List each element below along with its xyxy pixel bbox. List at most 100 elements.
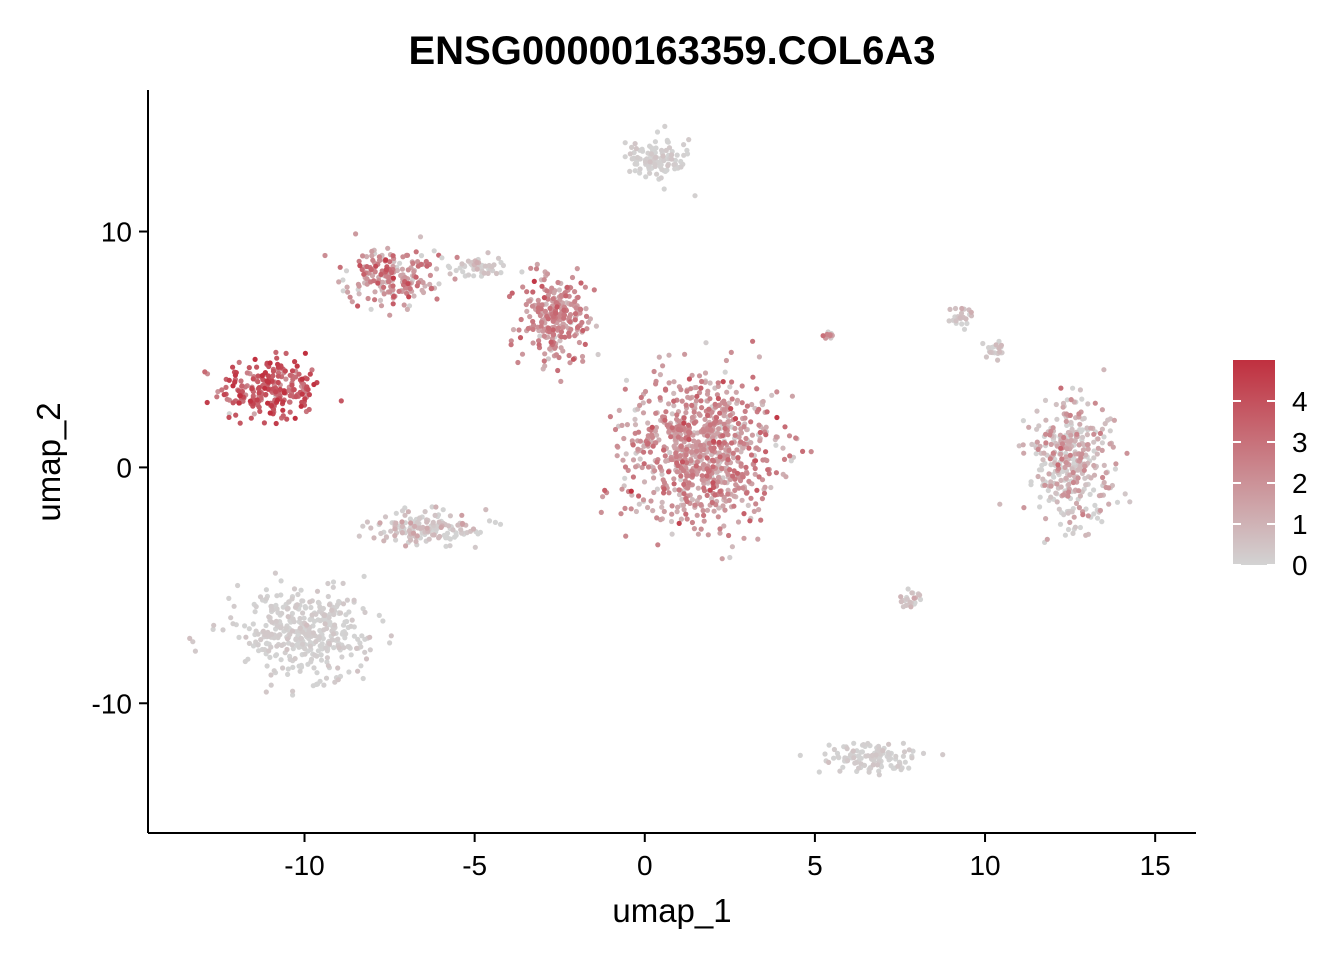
data-point <box>641 479 648 485</box>
data-point <box>757 438 763 444</box>
data-point <box>920 750 927 757</box>
data-point <box>518 316 524 323</box>
data-point <box>220 627 226 633</box>
data-point <box>285 671 291 678</box>
data-point <box>391 293 397 300</box>
data-point <box>295 591 301 598</box>
data-point <box>987 349 993 355</box>
data-point <box>541 358 547 364</box>
data-point <box>308 656 315 663</box>
data-point <box>508 342 514 348</box>
data-point <box>1084 425 1090 431</box>
data-point <box>322 621 328 627</box>
data-point <box>358 644 364 650</box>
data-point <box>1083 452 1089 458</box>
data-point <box>764 457 770 464</box>
data-point <box>755 536 761 542</box>
data-point <box>874 762 881 768</box>
data-point <box>1101 367 1107 373</box>
data-point <box>1113 461 1119 467</box>
data-point <box>536 342 542 348</box>
data-point <box>1106 501 1112 507</box>
data-point <box>228 615 234 621</box>
data-point <box>356 291 362 297</box>
data-point <box>307 371 313 377</box>
data-point <box>335 677 341 683</box>
data-point <box>693 384 699 391</box>
data-point <box>1091 439 1097 445</box>
data-point <box>272 570 278 576</box>
data-point <box>616 407 622 413</box>
data-point <box>730 450 736 456</box>
data-point <box>265 629 271 636</box>
data-point <box>707 380 713 386</box>
data-point <box>326 602 333 608</box>
data-point <box>674 416 680 422</box>
data-point <box>1035 446 1041 452</box>
data-point <box>685 484 691 491</box>
data-point <box>472 544 478 550</box>
data-point <box>1107 441 1113 447</box>
data-point <box>1107 428 1113 434</box>
legend-tick-label: 3 <box>1292 427 1308 458</box>
data-point <box>623 377 630 383</box>
data-point <box>493 270 500 277</box>
data-point <box>595 351 601 358</box>
data-point <box>699 378 705 385</box>
data-point <box>1070 530 1076 537</box>
data-point <box>720 379 726 385</box>
data-point <box>669 511 675 517</box>
data-point <box>733 389 739 395</box>
data-point <box>1084 442 1090 448</box>
data-point <box>705 468 712 474</box>
data-point <box>729 396 735 402</box>
data-point <box>368 525 374 531</box>
data-point <box>752 465 758 472</box>
data-point <box>909 590 915 596</box>
data-point <box>816 769 822 775</box>
data-point <box>691 409 697 415</box>
data-point <box>378 303 385 309</box>
data-point <box>583 306 589 312</box>
data-point <box>393 520 399 526</box>
data-point <box>1064 422 1070 428</box>
data-point <box>903 602 909 609</box>
data-point <box>378 530 384 537</box>
data-point <box>360 253 366 259</box>
data-point <box>428 286 434 292</box>
data-point <box>636 501 642 507</box>
data-point <box>385 245 391 251</box>
data-point <box>774 414 780 421</box>
data-point <box>1062 464 1068 470</box>
data-point <box>542 363 548 369</box>
data-point <box>457 265 463 271</box>
data-point <box>330 579 337 585</box>
data-point <box>637 402 643 408</box>
data-point <box>292 604 299 610</box>
data-point <box>898 594 904 600</box>
data-point <box>331 631 337 637</box>
data-point <box>964 320 970 327</box>
data-point <box>1091 462 1097 469</box>
data-point <box>654 486 661 492</box>
data-point <box>413 538 419 545</box>
data-point <box>657 372 664 378</box>
data-point <box>323 645 329 651</box>
data-point <box>683 495 689 502</box>
data-point <box>454 254 460 260</box>
data-point <box>1061 511 1067 518</box>
data-point <box>634 154 641 161</box>
data-point <box>632 422 639 428</box>
data-point <box>712 401 718 407</box>
data-point <box>458 527 464 533</box>
data-point <box>411 293 417 299</box>
data-point <box>653 145 659 151</box>
data-point <box>530 340 536 346</box>
data-point <box>373 263 379 269</box>
data-point <box>851 755 857 761</box>
data-point <box>268 403 275 409</box>
data-point <box>713 415 720 421</box>
data-point <box>326 614 332 621</box>
data-point <box>263 587 269 593</box>
data-point <box>279 610 285 617</box>
